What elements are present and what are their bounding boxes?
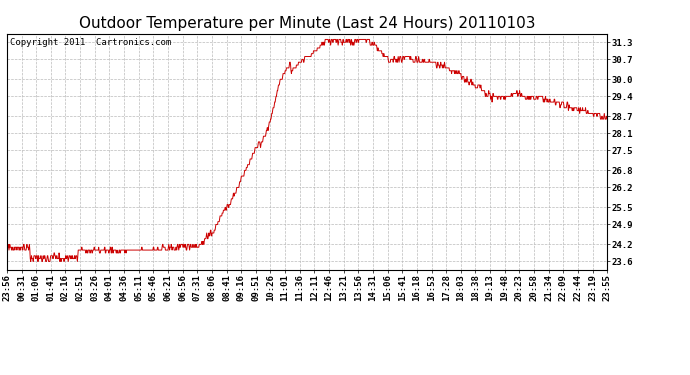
Title: Outdoor Temperature per Minute (Last 24 Hours) 20110103: Outdoor Temperature per Minute (Last 24 … [79,16,535,31]
Text: Copyright 2011  Cartronics.com: Copyright 2011 Cartronics.com [10,39,171,48]
